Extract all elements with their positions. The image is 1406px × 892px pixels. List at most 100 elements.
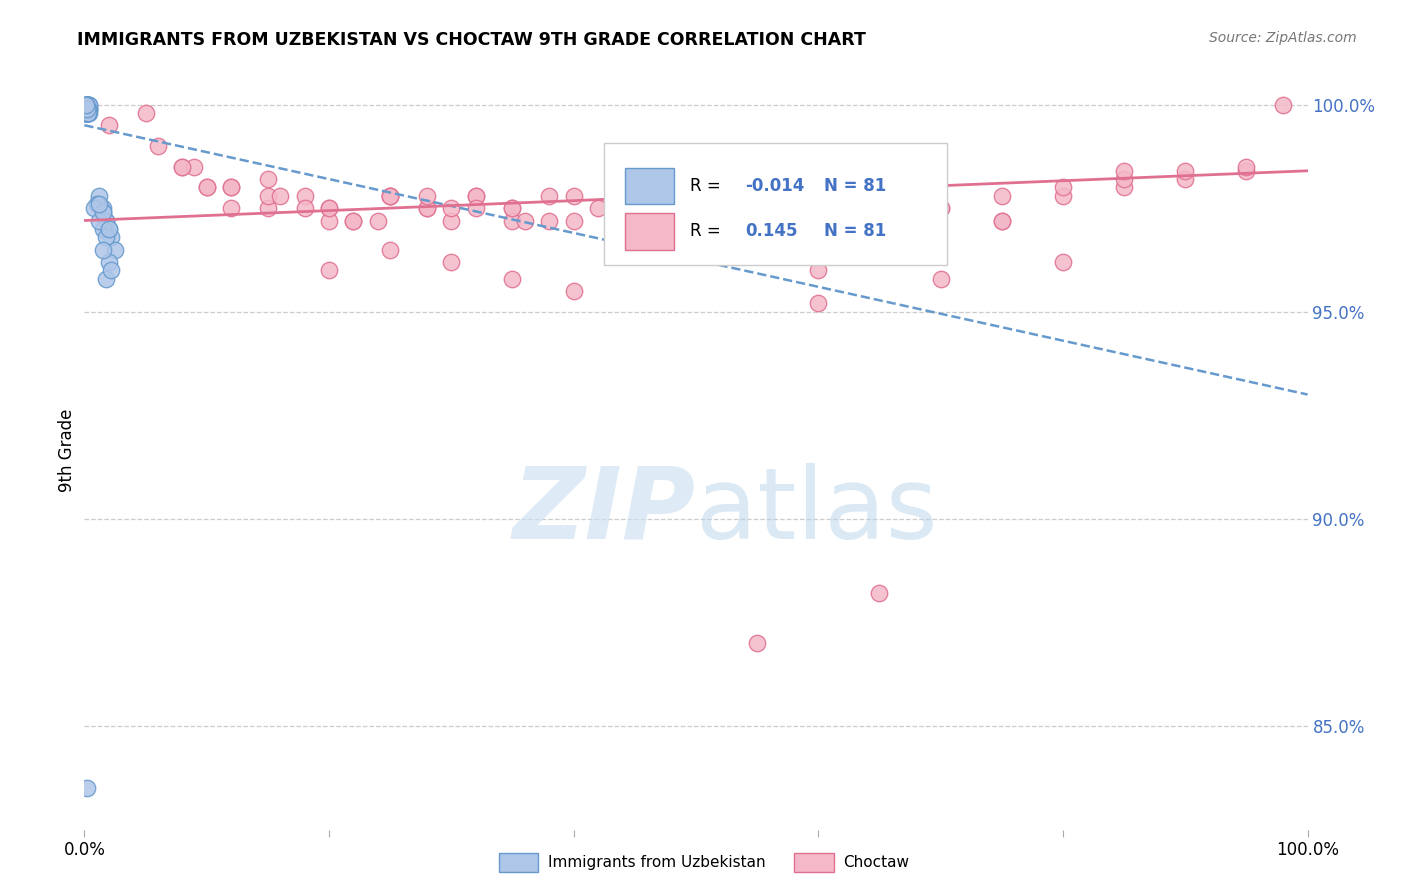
Point: [75, 102, 97, 116]
Point: [77, 102, 100, 116]
Point: [76, 105, 98, 120]
Point: [269, 188, 291, 202]
Point: [416, 201, 439, 215]
Point: [624, 213, 647, 227]
Point: [75, 105, 97, 120]
FancyBboxPatch shape: [626, 213, 673, 250]
Point: [76, 97, 98, 112]
Text: Source: ZipAtlas.com: Source: ZipAtlas.com: [1209, 31, 1357, 45]
Text: R =: R =: [690, 222, 731, 240]
Point: [747, 636, 769, 650]
Point: [96, 230, 118, 244]
Text: ZIP: ZIP: [513, 463, 696, 559]
Text: R =: R =: [690, 177, 725, 194]
Point: [97, 222, 120, 236]
Point: [76, 105, 98, 120]
Point: [75, 102, 97, 116]
Point: [464, 188, 486, 202]
Point: [257, 188, 280, 202]
Text: N = 81: N = 81: [824, 177, 887, 194]
Point: [562, 213, 585, 227]
Point: [183, 160, 205, 174]
Point: [76, 102, 98, 116]
Point: [76, 102, 98, 116]
Point: [75, 105, 97, 120]
Point: [76, 102, 98, 116]
Point: [146, 139, 169, 153]
Point: [76, 102, 98, 116]
Point: [100, 263, 122, 277]
Point: [76, 105, 98, 120]
Point: [367, 213, 389, 227]
Point: [440, 201, 463, 215]
Point: [1114, 180, 1136, 194]
Point: [562, 284, 585, 298]
Point: [709, 188, 731, 202]
Point: [380, 188, 402, 202]
Point: [76, 97, 98, 112]
Point: [91, 205, 114, 219]
Point: [76, 97, 98, 112]
Point: [77, 105, 100, 120]
Point: [100, 230, 122, 244]
Point: [76, 105, 98, 120]
Point: [502, 201, 524, 215]
Point: [75, 105, 97, 120]
Point: [1114, 172, 1136, 186]
Point: [464, 201, 486, 215]
Point: [1114, 163, 1136, 178]
Point: [75, 97, 97, 112]
Point: [929, 201, 952, 215]
Point: [219, 201, 242, 215]
Point: [77, 102, 100, 116]
Point: [661, 213, 683, 227]
Point: [97, 118, 120, 132]
Point: [76, 97, 98, 112]
Point: [502, 271, 524, 285]
Point: [1052, 180, 1074, 194]
Point: [86, 197, 108, 211]
Point: [318, 263, 340, 277]
Text: -0.014: -0.014: [745, 177, 804, 194]
Point: [76, 97, 98, 112]
Point: [1174, 172, 1197, 186]
Point: [77, 102, 100, 116]
Point: [318, 213, 340, 227]
Point: [1236, 160, 1258, 174]
Point: [747, 188, 769, 202]
Point: [440, 213, 463, 227]
Point: [807, 263, 830, 277]
Point: [586, 201, 609, 215]
Point: [1272, 97, 1295, 112]
Point: [172, 160, 194, 174]
Point: [929, 201, 952, 215]
Text: IMMIGRANTS FROM UZBEKISTAN VS CHOCTAW 9TH GRADE CORRELATION CHART: IMMIGRANTS FROM UZBEKISTAN VS CHOCTAW 9T…: [77, 31, 866, 49]
Point: [440, 255, 463, 269]
Point: [257, 172, 280, 186]
Point: [318, 201, 340, 215]
Text: 0.145: 0.145: [745, 222, 797, 240]
Point: [75, 97, 97, 112]
Point: [929, 271, 952, 285]
Point: [991, 213, 1014, 227]
FancyBboxPatch shape: [626, 168, 673, 204]
Point: [135, 105, 157, 120]
Point: [416, 188, 439, 202]
Point: [807, 296, 830, 310]
Point: [76, 105, 98, 120]
Point: [294, 201, 316, 215]
Point: [77, 102, 100, 116]
Y-axis label: 9th Grade: 9th Grade: [58, 409, 76, 492]
Point: [77, 97, 100, 112]
Point: [77, 105, 100, 120]
Point: [380, 188, 402, 202]
Point: [77, 97, 100, 112]
Point: [75, 105, 97, 120]
Point: [75, 105, 97, 120]
Point: [318, 201, 340, 215]
Text: N = 81: N = 81: [824, 222, 887, 240]
Point: [661, 188, 683, 202]
Point: [77, 105, 100, 120]
Point: [77, 102, 100, 116]
Point: [87, 188, 110, 202]
